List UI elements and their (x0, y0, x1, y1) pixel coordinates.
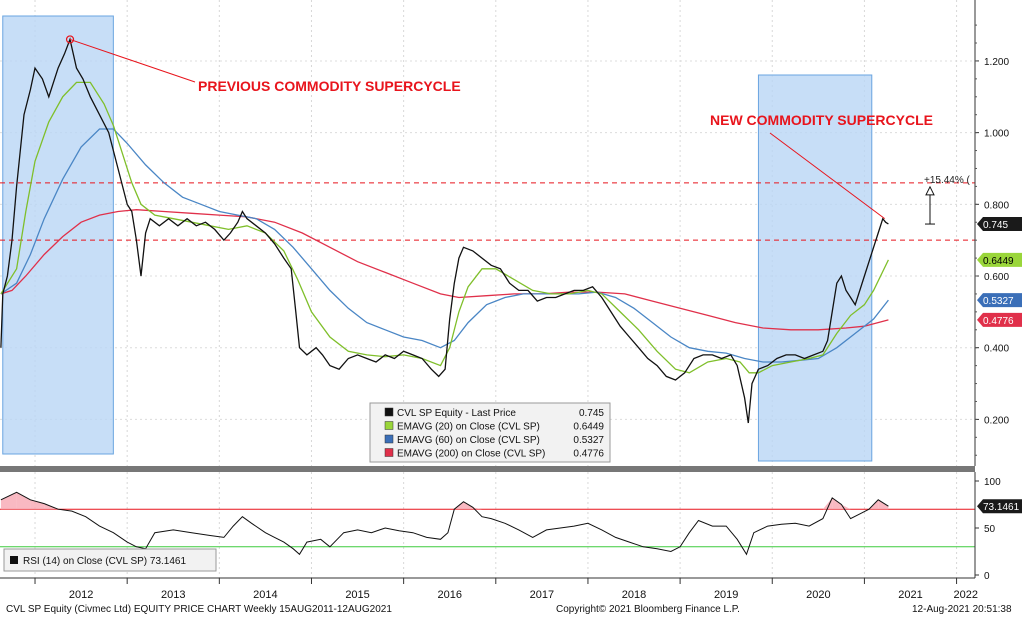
legend-label: EMAVG (60) on Close (CVL SP) (397, 435, 540, 446)
value-tag-label: 0.745 (983, 220, 1008, 231)
legend-swatch (384, 421, 394, 430)
rsi-overbought-fill (472, 507, 482, 510)
price-legend-box (369, 402, 611, 463)
price-tick-label: 1.200 (984, 57, 1009, 68)
rsi-overbought-fill (0, 492, 17, 510)
x-tick-label: 2015 (345, 589, 369, 601)
rsi-tick-label: 50 (984, 524, 996, 535)
legend-swatch (384, 407, 394, 417)
value-tag (977, 252, 1022, 267)
rsi-overbought-fill (16, 492, 31, 510)
value-tag (977, 293, 1022, 308)
x-tick-label: 2012 (69, 589, 93, 601)
panel-separator (0, 466, 975, 472)
x-tick-label: 2021 (898, 589, 922, 601)
rsi-legend-swatch (10, 556, 18, 564)
rsi-legend-label: RSI (14) on Close (CVL SP) 73.1461 (23, 556, 186, 567)
rsi-line-series (0, 491, 889, 556)
x-tick-label: 2016 (437, 589, 461, 601)
new-cycle-highlight (757, 74, 873, 462)
new-cycle-pointer (769, 132, 885, 220)
x-tick-label: 2013 (161, 589, 185, 601)
footer-right: 12-Aug-2021 20:51:38 (912, 604, 1012, 615)
legend-value: 0.6449 (573, 422, 604, 433)
peak-marker (65, 35, 75, 44)
new-cycle-label: NEW COMMODITY SUPERCYCLE (710, 112, 933, 128)
previous-cycle-highlight (2, 15, 114, 455)
legend-value: 0.5327 (573, 435, 604, 446)
legend-label: EMAVG (200) on Close (CVL SP) (397, 449, 545, 460)
pct-change-label: +15.44% ( (924, 175, 971, 186)
pct-change-arrow (925, 185, 935, 196)
rsi-tick-label: 100 (984, 477, 1001, 488)
value-tag-label: 0.5327 (983, 296, 1014, 307)
x-tick-label: 2017 (530, 589, 554, 601)
x-tick-label: 2019 (714, 589, 738, 601)
previous-cycle-label: PREVIOUS COMMODITY SUPERCYCLE (198, 78, 461, 94)
rsi-overbought-fill (832, 497, 842, 510)
rsi-value-tag (977, 499, 1022, 514)
value-tag-label: 0.4776 (983, 316, 1014, 327)
rsi-overbought-fill (30, 499, 45, 510)
ema20-line-series (0, 81, 889, 374)
legend-label: EMAVG (20) on Close (CVL SP) (397, 422, 540, 433)
footer-left: CVL SP Equity (Civmec Ltd) EQUITY PRICE … (6, 604, 392, 615)
x-tick-label: 2018 (622, 589, 646, 601)
rsi-value-tag-label: 73.1461 (983, 502, 1020, 513)
legend-value: 0.745 (579, 408, 604, 419)
rsi-tick-label: 0 (984, 571, 990, 582)
rsi-overbought-fill (822, 497, 833, 510)
legend-swatch (384, 448, 394, 457)
price-tick-label: 0.600 (984, 272, 1009, 283)
ema200-line-series (0, 209, 889, 331)
price-tick-label: 0.200 (984, 415, 1009, 426)
x-tick-label: 2022 (954, 589, 978, 601)
rsi-overbought-fill (878, 499, 889, 510)
price-tick-label: 1.000 (984, 129, 1009, 140)
price-tick-label: 0.800 (984, 200, 1009, 211)
rsi-legend-box (3, 548, 217, 572)
value-tag-label: 0.6449 (983, 256, 1014, 267)
previous-cycle-pointer (69, 38, 196, 83)
legend-swatch (384, 434, 394, 444)
price-line-series (0, 37, 889, 424)
value-tag (977, 312, 1022, 327)
value-tag (977, 217, 1022, 232)
legend-label: CVL SP Equity - Last Price (397, 408, 516, 419)
x-tick-label: 2020 (806, 589, 830, 601)
x-tick-label: 2014 (253, 589, 277, 601)
price-tick-label: 0.400 (984, 344, 1009, 355)
footer-center: Copyright© 2021 Bloomberg Finance L.P. (556, 604, 740, 615)
ema60-line-series (0, 128, 889, 363)
legend-value: 0.4776 (573, 449, 604, 460)
